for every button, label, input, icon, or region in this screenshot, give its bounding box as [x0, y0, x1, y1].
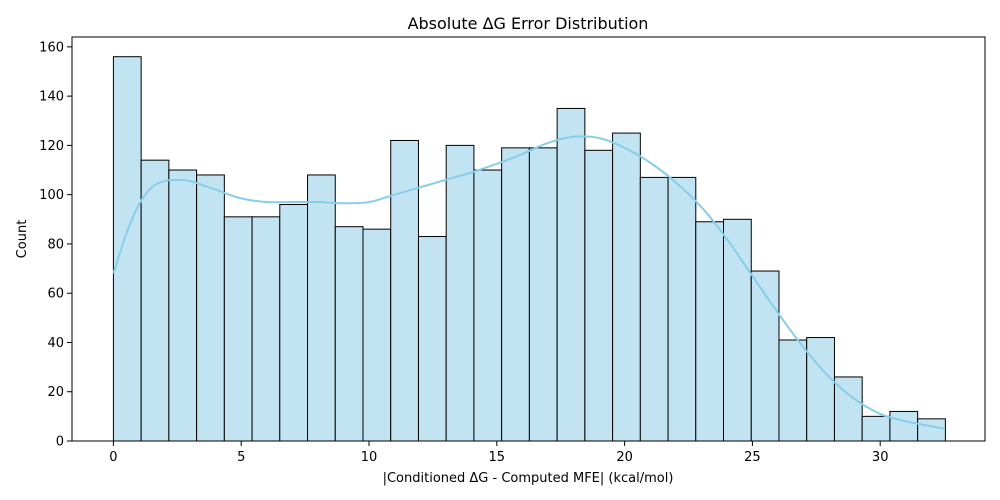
histogram-bar	[417, 236, 447, 442]
x-tick-label: 20	[616, 450, 633, 465]
histogram-bar	[112, 56, 142, 442]
histogram-bar	[251, 216, 281, 442]
histogram-bar	[778, 339, 808, 442]
histogram-bar	[223, 216, 253, 442]
histogram-bar	[362, 228, 392, 442]
y-tick-label: 20	[47, 385, 64, 400]
y-tick-label: 40	[47, 336, 64, 351]
histogram-bar	[723, 218, 752, 442]
histogram-bar	[861, 415, 891, 442]
y-tick-label: 60	[47, 287, 64, 302]
kde-curve	[112, 135, 945, 430]
y-tick-label: 80	[47, 237, 64, 252]
x-axis-ticks: 0 5 10 15 20 25 30	[109, 441, 888, 465]
x-axis-label: |Conditioned ΔG - Computed MFE| (kcal/mo…	[383, 471, 674, 486]
histogram-bar	[528, 147, 558, 442]
histogram-bar	[750, 270, 780, 442]
plot-frame	[71, 36, 986, 442]
histogram-bar	[889, 410, 919, 442]
histogram-bar	[612, 132, 641, 442]
histogram-bar	[667, 176, 697, 442]
histogram-bar	[445, 144, 475, 442]
histogram-bar	[639, 176, 669, 442]
bars-layer	[112, 56, 946, 442]
histogram-bar	[501, 147, 530, 442]
histogram-bar	[806, 337, 835, 442]
x-tick-label: 15	[489, 450, 506, 465]
y-tick-label: 160	[39, 40, 64, 55]
x-tick-label: 25	[744, 450, 761, 465]
histogram-bar	[584, 149, 614, 442]
x-tick-label: 5	[237, 450, 245, 465]
y-axis-ticks: 0 20 40 60 80 100 120 140 160	[39, 40, 72, 450]
chart-title: Absolute ΔG Error Distribution	[408, 14, 649, 33]
y-tick-label: 0	[56, 435, 64, 450]
histogram-bar	[473, 169, 503, 442]
y-tick-label: 140	[39, 90, 64, 105]
histogram-bar	[334, 226, 364, 442]
y-tick-label: 120	[39, 139, 64, 154]
histogram-bar	[307, 174, 336, 442]
histogram-bar	[168, 169, 198, 442]
histogram-bar	[196, 174, 225, 442]
x-tick-label: 30	[872, 450, 889, 465]
x-tick-label: 10	[361, 450, 378, 465]
histogram-bar	[917, 418, 946, 442]
y-tick-label: 100	[39, 188, 64, 203]
y-axis-label: Count	[15, 220, 30, 259]
histogram-bar	[279, 204, 309, 442]
histogram-bar	[556, 107, 586, 442]
histogram-bar	[695, 221, 725, 442]
histogram-bar	[390, 139, 419, 442]
x-tick-label: 0	[109, 450, 117, 465]
histogram-bar	[140, 159, 170, 442]
